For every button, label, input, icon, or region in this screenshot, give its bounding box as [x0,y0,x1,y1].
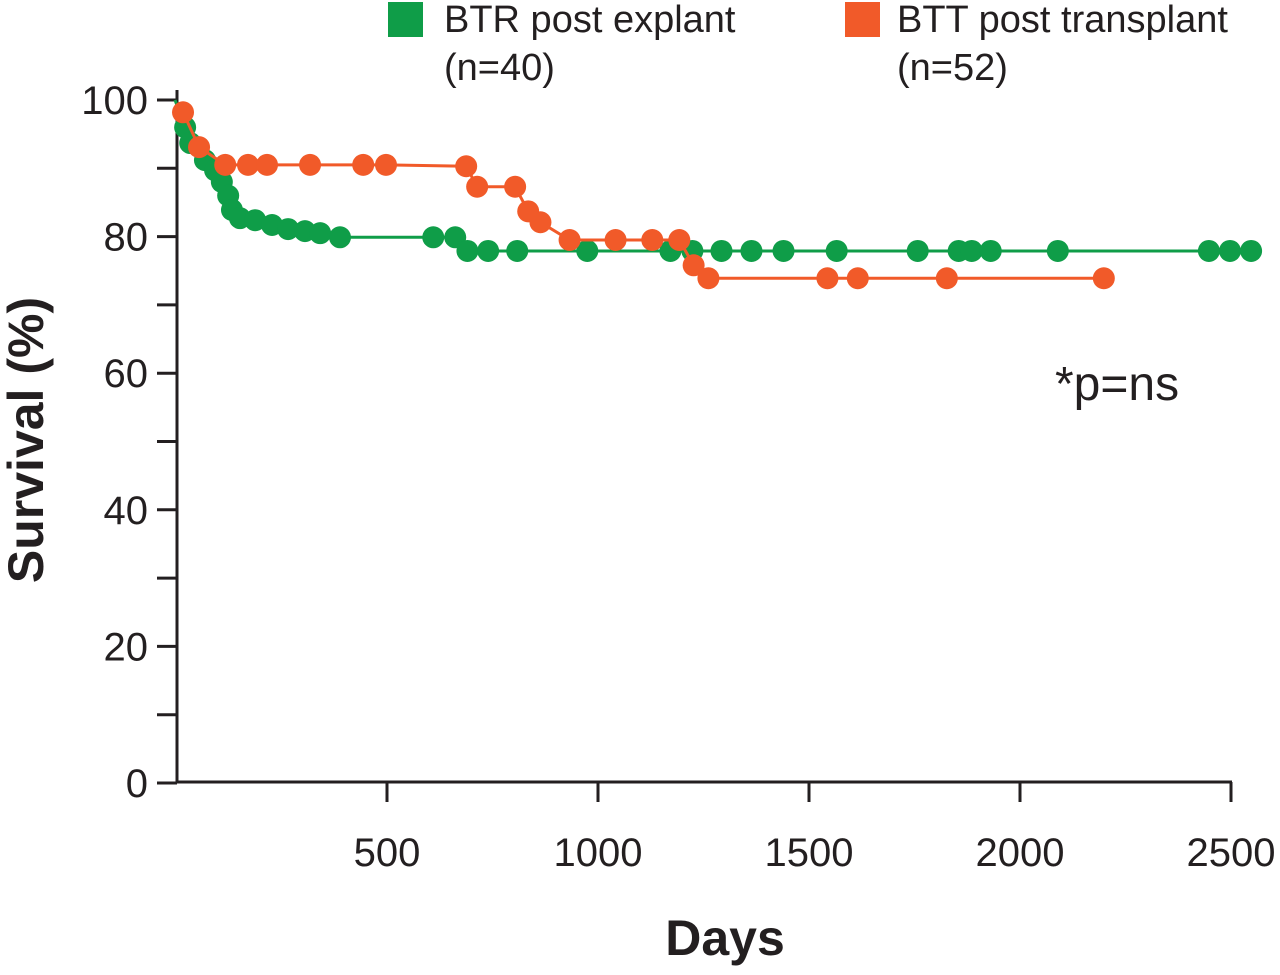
data-point [456,239,479,262]
y-tick-label: 100 [81,79,148,123]
data-point [1092,267,1115,290]
y-tick-label: 20 [104,625,149,669]
data-point [352,153,375,176]
legend-label-btr: BTR post explant [444,0,736,41]
data-point [558,229,581,252]
data-point [668,229,691,252]
data-point [935,267,958,290]
data-point [214,153,237,176]
legend: BTR post explant (n=40) BTT post transpl… [388,0,1228,89]
data-point [772,239,795,262]
data-point [277,218,300,241]
series-btr [173,99,1263,262]
data-point [244,209,267,232]
data-point [299,153,322,176]
y-tick-label: 60 [104,352,149,396]
data-point [1046,239,1069,262]
data-point [329,226,352,249]
data-point [466,175,489,198]
data-point [816,267,839,290]
x-tick-label: 1000 [554,831,643,875]
x-tick-label: 500 [354,831,421,875]
legend-swatch-btr [388,2,423,37]
data-point [375,153,397,176]
series-btt [172,101,1115,290]
data-point [960,239,983,262]
data-point [504,175,527,198]
data-point [477,239,500,262]
data-point [255,153,278,176]
data-point [455,155,478,178]
p-value-annotation: *p=ns [1055,358,1179,411]
data-point [576,239,599,262]
data-point [309,222,332,245]
legend-n-btr: (n=40) [444,47,555,89]
data-point [604,229,627,252]
data-point [846,267,869,290]
legend-n-btt: (n=52) [897,47,1008,89]
x-tick-label: 1500 [765,831,854,875]
data-point [422,226,445,249]
x-tick-label: 2500 [1187,831,1276,875]
data-point [697,267,720,290]
data-point [710,239,733,262]
data-point [906,239,929,262]
data-point [237,153,260,176]
data-point [825,239,848,262]
data-point [1219,239,1241,262]
data-point [979,239,1002,262]
axes: 0 20 40 60 80 100 500 1000 1500 2000 2500 [81,79,1275,875]
y-tick-label: 80 [104,216,149,260]
legend-label-btt: BTT post transplant [897,0,1228,41]
x-tick-label: 2000 [976,831,1065,875]
data-point [172,101,195,124]
data-point [506,239,529,262]
legend-swatch-btt [845,2,880,37]
data-point [641,229,664,252]
x-axis-label: Days [665,910,785,966]
y-tick-label: 0 [126,762,148,806]
data-point [188,136,211,159]
data-point [740,239,763,262]
y-axis-label: Survival (%) [0,297,54,583]
data-point [1197,239,1220,262]
data-point [529,211,552,234]
series-layer [172,99,1263,290]
data-point [682,254,705,277]
y-tick-label: 40 [104,489,149,533]
data-point [1240,239,1263,262]
